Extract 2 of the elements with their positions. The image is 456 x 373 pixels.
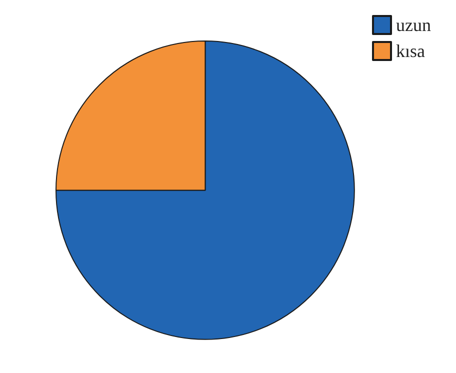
legend-label: uzun bbox=[396, 15, 432, 35]
legend-label: kısa bbox=[396, 41, 426, 61]
